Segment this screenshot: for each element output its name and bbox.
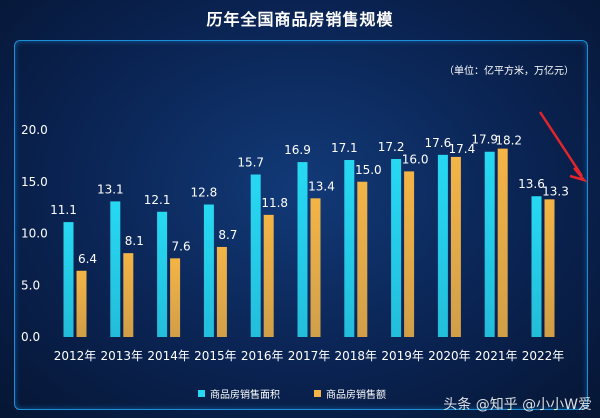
- x-axis: 2012年 2013年 2014年 2015年 2016年 2017年 2018年 2019年…: [54, 349, 565, 363]
- bar-sales-area: [391, 158, 402, 337]
- unit-label: （单位：亿平方米，万亿元）: [444, 66, 574, 77]
- x-tick-label: 2012年: [54, 349, 97, 363]
- chart-title: 历年全国商品房销售规模: [206, 10, 394, 29]
- data-label-area: 12.1: [144, 193, 171, 207]
- legend-label-sales: 商品房销售额: [326, 390, 386, 401]
- bar-sales-area: [250, 174, 261, 337]
- data-label-amount: 16.0: [402, 152, 429, 166]
- bars: [63, 148, 555, 337]
- data-label-area: 13.6: [518, 177, 545, 191]
- x-tick-label: 2015年: [194, 349, 237, 363]
- data-label-amount: 18.2: [495, 134, 522, 148]
- bar-sales-area: [297, 162, 308, 337]
- bar-sales-amount: [404, 171, 415, 337]
- x-tick-label: 2016年: [241, 349, 284, 363]
- legend-swatch-area: [198, 390, 205, 397]
- bar-sales-amount: [123, 253, 134, 337]
- bar-sales-area: [437, 154, 448, 337]
- x-tick-label: 2022年: [522, 349, 565, 363]
- bar-sales-area: [531, 196, 542, 337]
- data-label-amount: 13.3: [542, 184, 569, 198]
- data-label-area: 17.9: [471, 133, 498, 147]
- legend-item-area: 商品房销售面积: [198, 386, 280, 401]
- y-tick-label: 15.0: [21, 175, 48, 189]
- data-label-area: 17.2: [378, 140, 405, 154]
- legend-label-area: 商品房销售面积: [210, 390, 280, 401]
- x-tick-label: 2020年: [428, 349, 471, 363]
- bar-sales-area: [157, 211, 168, 337]
- data-label-amount: 6.4: [78, 252, 97, 266]
- bar-sales-area: [203, 204, 214, 337]
- trend-arrow-icon: [538, 111, 588, 183]
- x-tick-label: 2014年: [147, 349, 190, 363]
- data-label-area: 11.1: [50, 203, 77, 217]
- bar-sales-amount: [544, 199, 555, 337]
- legend-swatch-sales: [314, 390, 321, 397]
- data-label-area: 12.8: [191, 186, 218, 200]
- bar-sales-amount: [497, 148, 508, 337]
- x-tick-label: 2013年: [101, 349, 144, 363]
- data-label-amount: 13.4: [308, 179, 335, 193]
- data-label-area: 13.1: [97, 182, 124, 196]
- x-tick-label: 2017年: [288, 349, 331, 363]
- y-tick-label: 10.0: [21, 227, 48, 241]
- data-label-amount: 17.4: [449, 142, 476, 156]
- data-label-amount: 8.7: [218, 228, 237, 242]
- bar-sales-amount: [263, 214, 274, 337]
- bar-sales-amount: [76, 270, 87, 337]
- bar-sales-amount: [170, 258, 181, 337]
- x-tick-label: 2021年: [475, 349, 518, 363]
- bar-sales-area: [344, 160, 355, 337]
- y-tick-label: 20.0: [21, 123, 48, 137]
- bar-sales-amount: [357, 181, 368, 337]
- bar-sales-area: [63, 222, 74, 337]
- legend-item-sales: 商品房销售额: [314, 386, 386, 401]
- bar-sales-amount: [450, 156, 461, 337]
- x-tick-label: 2019年: [381, 349, 424, 363]
- data-labels: 11.1 6.4 13.1 8.1 12.1 7.6 12.8 8.7 15.7 11.8 16.9…: [50, 133, 569, 266]
- data-label-area: 15.7: [237, 156, 264, 170]
- bar-sales-area: [110, 201, 121, 337]
- data-label-area: 17.1: [331, 141, 358, 155]
- data-label-amount: 11.8: [261, 196, 288, 210]
- data-label-amount: 7.6: [172, 239, 191, 253]
- data-label-amount: 15.0: [355, 163, 382, 177]
- bar-sales-area: [484, 151, 495, 337]
- y-axis: 0.0 5.0 10.0 15.0 20.0: [21, 123, 48, 344]
- data-label-amount: 8.1: [125, 234, 144, 248]
- legend: 商品房销售面积 商品房销售额: [198, 386, 386, 401]
- data-label-area: 16.9: [284, 143, 311, 157]
- bar-sales-amount: [310, 198, 321, 337]
- x-tick-label: 2018年: [335, 349, 378, 363]
- bar-sales-amount: [216, 246, 227, 337]
- watermark: 头条 @知乎 @小小W爱: [443, 397, 592, 413]
- y-tick-label: 5.0: [21, 278, 40, 292]
- y-tick-label: 0.0: [21, 330, 40, 344]
- chart-frame: [14, 40, 588, 410]
- data-label-area: 17.6: [425, 136, 452, 150]
